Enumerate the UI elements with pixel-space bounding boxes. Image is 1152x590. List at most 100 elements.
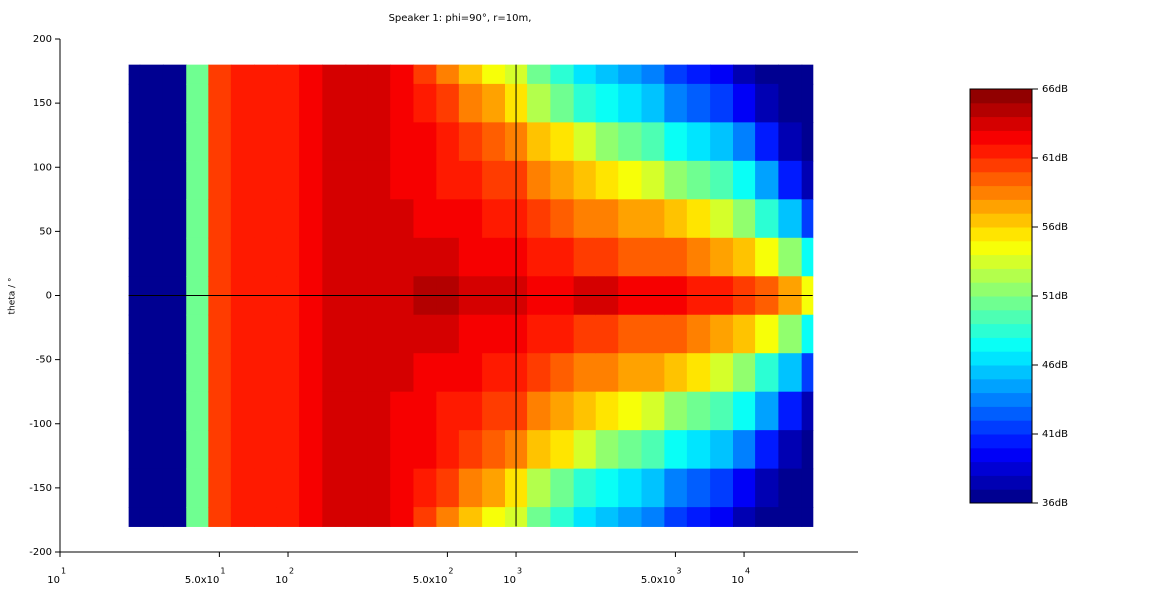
heatmap xyxy=(128,64,814,527)
heat-cell xyxy=(322,314,347,354)
heat-cell xyxy=(595,314,619,354)
heat-cell xyxy=(778,199,803,239)
heat-cell xyxy=(664,468,688,508)
heat-cell xyxy=(230,468,255,508)
heat-cell xyxy=(128,353,141,393)
heat-cell xyxy=(162,64,187,85)
heat-cell xyxy=(208,468,232,508)
heat-cell xyxy=(390,64,415,85)
heat-cell xyxy=(458,430,483,470)
heat-cell xyxy=(276,314,300,354)
colorbar-band xyxy=(970,392,1032,407)
heat-cell xyxy=(276,83,300,123)
heat-cell xyxy=(664,430,688,470)
heat-cell xyxy=(276,160,300,200)
x-tick-exponent: 4 xyxy=(745,567,750,576)
heat-cell xyxy=(458,507,483,527)
heat-cell xyxy=(413,468,437,508)
x-tick-exponent: 2 xyxy=(289,567,294,576)
heat-cell xyxy=(801,199,814,239)
heat-cell xyxy=(710,430,734,470)
heat-cell xyxy=(458,237,483,277)
heat-cell xyxy=(139,122,164,162)
heat-cell xyxy=(550,122,575,162)
y-tick-label: -50 xyxy=(36,355,52,366)
heat-cell xyxy=(482,353,506,393)
heat-cell xyxy=(801,353,814,393)
heat-cell xyxy=(254,160,278,200)
heat-cell xyxy=(254,468,278,508)
colorbar-band xyxy=(970,116,1032,131)
heat-cell xyxy=(755,83,779,123)
heat-cell xyxy=(254,122,278,162)
heat-cell xyxy=(686,391,711,431)
heat-cell xyxy=(322,160,347,200)
heat-cell xyxy=(733,507,756,527)
heat-cell xyxy=(778,314,803,354)
heat-cell xyxy=(390,430,415,470)
heat-cell xyxy=(345,507,369,527)
heat-cell xyxy=(345,237,369,277)
heat-cell xyxy=(345,430,369,470)
heat-cell xyxy=(390,199,415,239)
heat-cell xyxy=(755,507,779,527)
heat-cell xyxy=(595,122,619,162)
colorbar-tick-label: 66dB xyxy=(1042,84,1068,95)
heat-cell xyxy=(208,83,232,123)
heat-cell xyxy=(641,122,665,162)
heat-cell xyxy=(573,237,597,277)
heat-cell xyxy=(710,64,734,85)
heat-cell xyxy=(436,83,460,123)
heat-cell xyxy=(482,199,506,239)
heat-cell xyxy=(710,199,734,239)
heat-cell xyxy=(458,314,483,354)
heat-cell xyxy=(755,391,779,431)
heat-cell xyxy=(345,122,369,162)
heat-cell xyxy=(686,83,711,123)
heat-cell xyxy=(778,160,803,200)
heat-cell xyxy=(254,83,278,123)
heat-cell xyxy=(595,468,619,508)
heat-cell xyxy=(254,237,278,277)
heat-cell xyxy=(322,468,347,508)
colorbar-band xyxy=(970,447,1032,463)
heat-cell xyxy=(345,391,369,431)
heat-cell xyxy=(641,391,665,431)
heat-cell xyxy=(436,237,460,277)
heat-cell xyxy=(778,468,803,508)
colorbar-band xyxy=(970,282,1032,297)
heat-cell xyxy=(686,199,711,239)
heat-cell xyxy=(641,507,665,527)
heat-cell xyxy=(527,391,551,431)
heat-cell xyxy=(733,122,756,162)
heat-cell xyxy=(367,199,391,239)
heat-cell xyxy=(390,314,415,354)
heat-cell xyxy=(254,199,278,239)
heat-cell xyxy=(322,122,347,162)
heat-cell xyxy=(527,353,551,393)
heat-cell xyxy=(458,64,483,85)
heat-cell xyxy=(573,507,597,527)
heat-cell xyxy=(527,199,551,239)
heat-cell xyxy=(128,430,141,470)
heat-cell xyxy=(299,199,323,239)
heat-cell xyxy=(139,430,164,470)
heat-cell xyxy=(413,160,437,200)
heat-cell xyxy=(618,83,643,123)
heat-cell xyxy=(367,468,391,508)
heat-cell xyxy=(755,353,779,393)
heat-cell xyxy=(299,314,323,354)
heat-cell xyxy=(458,353,483,393)
heat-cell xyxy=(390,83,415,123)
heat-cell xyxy=(641,64,665,85)
heat-cell xyxy=(550,430,575,470)
heat-cell xyxy=(595,507,619,527)
y-tick-label: -100 xyxy=(29,419,52,430)
colorbar-band xyxy=(970,254,1032,269)
heat-cell xyxy=(139,353,164,393)
heat-cell xyxy=(573,83,597,123)
heat-cell xyxy=(345,83,369,123)
heat-cell xyxy=(710,314,734,354)
x-tick-exponent: 2 xyxy=(448,567,453,576)
